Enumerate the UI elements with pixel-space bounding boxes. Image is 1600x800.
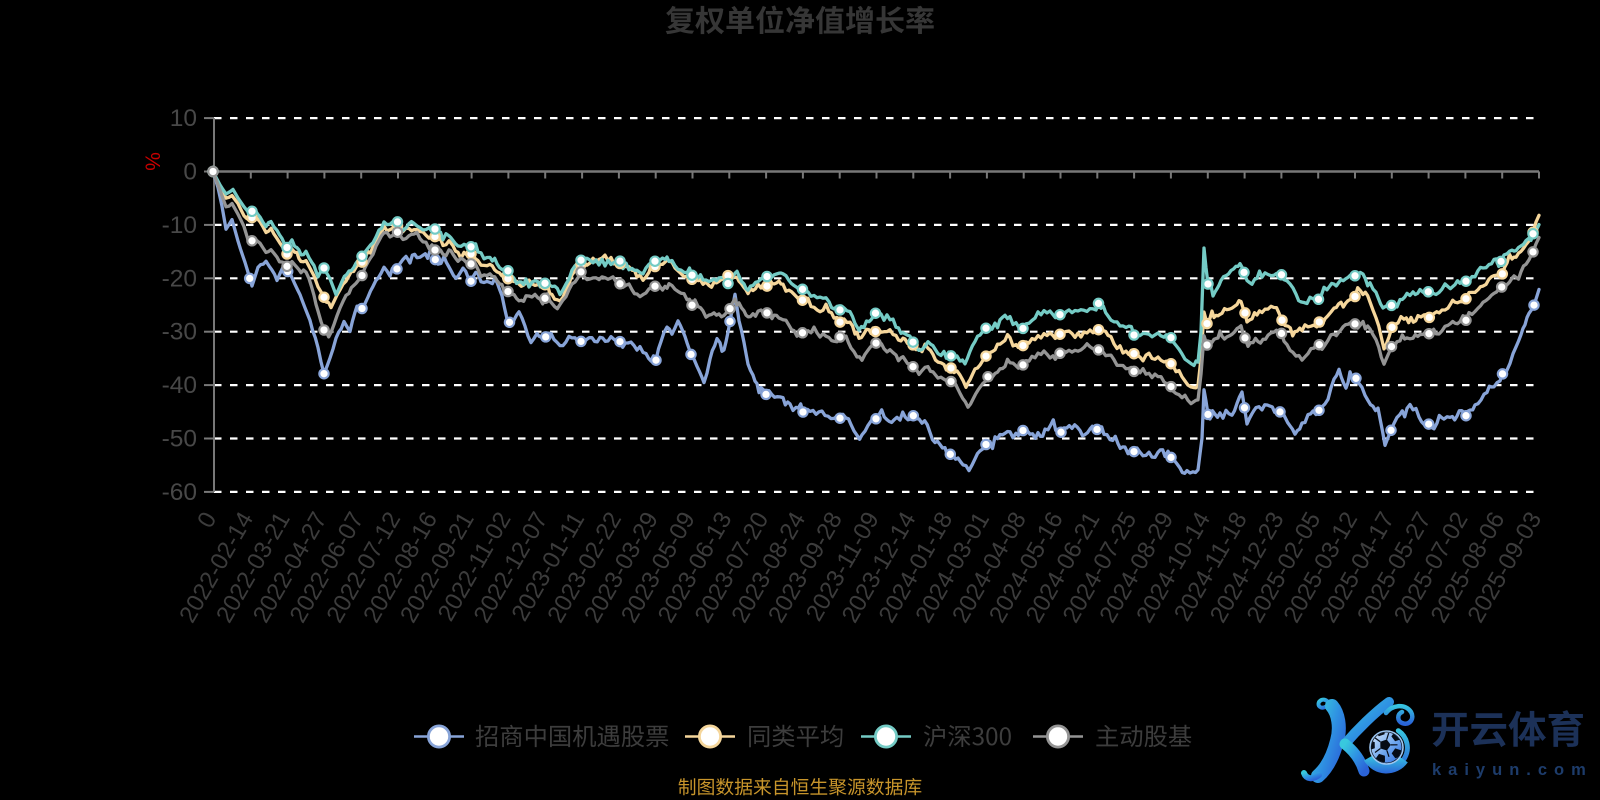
svg-text:10: 10	[170, 105, 197, 132]
svg-text:-20: -20	[162, 265, 197, 292]
svg-text:%: %	[141, 152, 164, 171]
svg-text:0: 0	[183, 159, 197, 186]
svg-text:-50: -50	[162, 426, 197, 453]
svg-text:-40: -40	[162, 372, 197, 399]
svg-text:-60: -60	[162, 479, 197, 506]
svg-text:-10: -10	[162, 212, 197, 239]
svg-text:-30: -30	[162, 319, 197, 346]
svg-text:kaiyun.com: kaiyun.com	[1432, 761, 1593, 779]
